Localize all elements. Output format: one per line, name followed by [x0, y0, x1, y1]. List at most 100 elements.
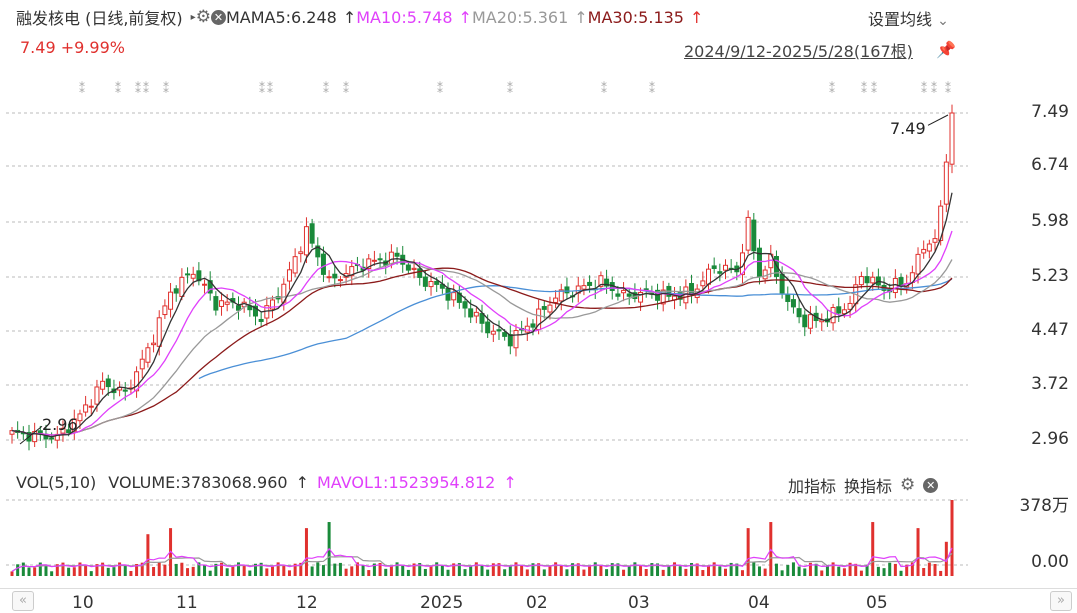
- event-marker-icon: ⁑: [507, 81, 513, 96]
- volume-bar: [763, 568, 767, 576]
- volume-ma-lines: [11, 547, 953, 572]
- volume-bar: [214, 563, 218, 576]
- candle-body: [320, 253, 326, 275]
- volume-bar: [112, 567, 116, 576]
- volume-bar: [174, 563, 178, 576]
- volume-bar: [384, 568, 388, 576]
- volume-bar: [265, 568, 269, 576]
- close-icon[interactable]: ✕: [210, 9, 226, 25]
- triangle-right-icon[interactable]: ▸: [190, 11, 196, 23]
- volume-bar: [440, 565, 444, 576]
- scroll-left-button[interactable]: «: [12, 591, 34, 611]
- x-axis-label: 02: [526, 593, 548, 613]
- volume-bar: [746, 528, 750, 576]
- candle-body: [394, 252, 400, 257]
- stock-title[interactable]: 融发核电 (日线,前复权): [16, 9, 183, 28]
- candle-body: [598, 275, 604, 287]
- volume-bar: [338, 562, 342, 576]
- candle-body: [949, 112, 955, 165]
- volume-bar: [503, 569, 507, 576]
- switch-indicator-button[interactable]: 换指标: [844, 477, 893, 496]
- candle-body: [700, 280, 706, 287]
- price-grid: [6, 112, 968, 441]
- volume-bar: [865, 564, 869, 576]
- volume-grid: [6, 499, 968, 566]
- candle-body: [326, 276, 332, 279]
- candle-body: [847, 302, 853, 310]
- settings-ma-label: 设置均线: [868, 10, 933, 29]
- candle-body: [309, 223, 315, 244]
- volume-bar: [723, 568, 727, 576]
- gear-icon[interactable]: ⚙: [195, 7, 211, 27]
- volume-bar: [888, 562, 892, 576]
- candle-body: [490, 330, 496, 335]
- candle-body: [83, 404, 89, 413]
- candle-body: [530, 323, 536, 328]
- candle-body: [496, 329, 502, 332]
- close-icon[interactable]: ✕: [923, 477, 939, 493]
- candle-body: [219, 300, 225, 307]
- volume-bar: [208, 570, 212, 576]
- volume-bar: [344, 568, 348, 576]
- candle-body: [689, 283, 695, 295]
- volume-bar: [418, 563, 422, 576]
- scroll-right-button[interactable]: »: [1050, 591, 1072, 611]
- price-tick: 5.98: [1031, 211, 1069, 231]
- volume-bar: [695, 563, 699, 576]
- volume-bar: [922, 568, 926, 576]
- candle-body: [558, 289, 564, 302]
- pin-icon[interactable]: 📌: [936, 40, 956, 59]
- volume-bar: [152, 566, 156, 576]
- candle-body: [864, 276, 870, 284]
- candle-body: [185, 273, 191, 276]
- volume-bar: [582, 569, 586, 576]
- candle-body: [88, 405, 94, 408]
- volume-bar: [248, 570, 252, 576]
- volume-bar: [452, 563, 456, 576]
- mavol-arrow: ↑: [503, 473, 517, 492]
- volume-bar: [310, 566, 314, 576]
- volume-bar: [299, 562, 303, 576]
- event-marker-icon: ⁑: [267, 81, 273, 96]
- candle-body: [762, 269, 768, 280]
- candle-body: [785, 294, 791, 302]
- ma10-value: MA10:5.748: [356, 7, 453, 27]
- volume-bar: [803, 568, 807, 576]
- volume-bar: [576, 563, 580, 576]
- volume-bar: [707, 565, 711, 576]
- add-indicator-button[interactable]: 加指标: [788, 477, 837, 496]
- ma5-arrow: ↑: [342, 7, 357, 27]
- volume-bar: [497, 563, 501, 576]
- volume-bar: [50, 571, 54, 576]
- volume-bar: [10, 571, 14, 576]
- volume-bar: [361, 565, 365, 576]
- volume-bar: [927, 562, 931, 576]
- volume-bar: [469, 565, 473, 576]
- volume-bar: [876, 566, 880, 576]
- settings-ma-button[interactable]: 设置均线 ⌄: [868, 6, 949, 30]
- candle-body: [94, 386, 100, 405]
- candle-body: [660, 289, 666, 305]
- volume-bar: [146, 534, 150, 576]
- volume-bar: [321, 565, 325, 576]
- volume-bar: [270, 566, 274, 576]
- event-marker-icon: ⁑: [143, 81, 149, 96]
- candle-body: [371, 259, 377, 262]
- candle-body: [751, 219, 757, 252]
- volume-bar: [916, 528, 920, 576]
- volume-bar: [548, 565, 552, 576]
- date-range-link[interactable]: 2024/9/12-2025/5/28(167根): [684, 42, 913, 61]
- candle-body: [298, 251, 304, 255]
- volume-bar: [412, 563, 416, 576]
- ma20-value: MA20:5.361: [471, 7, 569, 27]
- candle-body: [168, 291, 174, 310]
- candle-body: [292, 256, 298, 274]
- volume-bar: [21, 562, 25, 576]
- volume-bar: [242, 564, 246, 576]
- volume-chart[interactable]: [0, 468, 1077, 588]
- volume-bar: [893, 563, 897, 576]
- volume-bar: [474, 562, 478, 576]
- gear-icon[interactable]: ⚙: [900, 475, 916, 495]
- candlestick-chart[interactable]: ⁑ ⁑ ⁑ ⁑ ⁑ ⁑ ⁑ ⁑ ⁑ ⁑ ⁑ ⁑ ⁑ ⁑ ⁑ ⁑ ⁑ ⁑ ⁑ 7.492.96: [0, 62, 1077, 467]
- mavol-value: MAVOL1:1523954.812: [316, 473, 496, 492]
